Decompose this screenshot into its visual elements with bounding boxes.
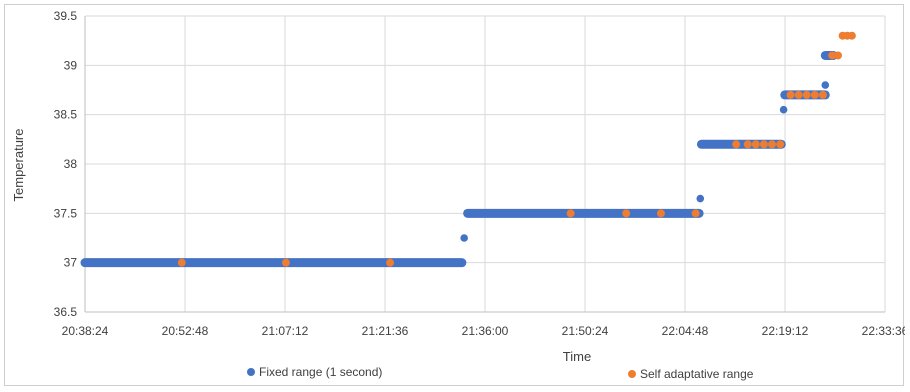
x-tick-label: 21:36:00: [462, 324, 509, 338]
x-axis-title: Time: [563, 349, 591, 364]
adaptive-range-point: [566, 209, 575, 218]
legend-swatch-adaptive: [628, 370, 636, 378]
fixed-range-point: [821, 81, 830, 89]
adaptive-range-point: [786, 90, 795, 99]
adaptive-range-point: [810, 90, 819, 99]
x-tick-label: 20:38:24: [62, 324, 109, 338]
chart-frame: 36.5 37 37.5 38 38.5 39 39.5 20:38:24 20:52:48 21…: [4, 4, 905, 386]
x-tick-label: 21:50:24: [562, 324, 609, 338]
y-axis-title: Temperature: [11, 129, 26, 202]
adaptive-range-point: [281, 258, 290, 267]
adaptive-range-point: [847, 31, 856, 40]
x-tick-label: 20:52:48: [162, 324, 209, 338]
x-tick-label: 22:33:36: [862, 324, 905, 338]
adaptive-range-point: [743, 140, 752, 149]
adaptive-range-point: [834, 51, 843, 60]
adaptive-range-point: [776, 140, 785, 149]
series: [80, 31, 856, 268]
y-tick-label: 37: [64, 256, 78, 270]
y-tick-label: 39: [64, 58, 78, 72]
legend: Fixed range (1 second) Self adaptative r…: [247, 365, 754, 381]
x-tick-label: 21:07:12: [262, 324, 309, 338]
adaptive-range-point: [828, 51, 837, 60]
adaptive-range-point: [818, 90, 827, 99]
y-tick-label: 38: [64, 157, 78, 171]
x-tick-label: 22:04:48: [662, 324, 709, 338]
adaptive-range-point: [794, 90, 803, 99]
adaptive-range-point: [177, 258, 186, 267]
adaptive-range-point: [768, 140, 777, 149]
adaptive-range-point: [751, 140, 760, 149]
legend-label-adaptive: Self adaptative range: [640, 367, 754, 381]
fixed-range-point: [460, 234, 468, 242]
adaptive-range-point: [759, 140, 768, 149]
y-tick-label: 36.5: [54, 305, 78, 319]
x-tick-label: 21:21:36: [362, 324, 409, 338]
y-tick-label: 39.5: [54, 9, 78, 23]
adaptive-range-point: [622, 209, 631, 218]
adaptive-range-point: [656, 209, 665, 218]
grid: [84, 15, 886, 313]
adaptive-range-point: [732, 140, 741, 149]
legend-label-fixed: Fixed range (1 second): [259, 365, 382, 379]
y-tick-label: 38.5: [54, 108, 78, 122]
y-tick-label: 37.5: [54, 206, 78, 220]
adaptive-range-point: [691, 209, 700, 218]
axes: 36.5 37 37.5 38 38.5 39 39.5 20:38:24 20:52:48 21…: [54, 9, 905, 338]
fixed-range-point: [779, 105, 788, 114]
fixed-range-point: [696, 194, 705, 203]
adaptive-range-point: [802, 90, 811, 99]
x-tick-label: 22:19:12: [762, 324, 809, 338]
temperature-scatter-chart: 36.5 37 37.5 38 38.5 39 39.5 20:38:24 20:52:48 21…: [11, 9, 905, 381]
legend-swatch-fixed: [247, 368, 255, 376]
adaptive-range-point: [386, 258, 395, 267]
